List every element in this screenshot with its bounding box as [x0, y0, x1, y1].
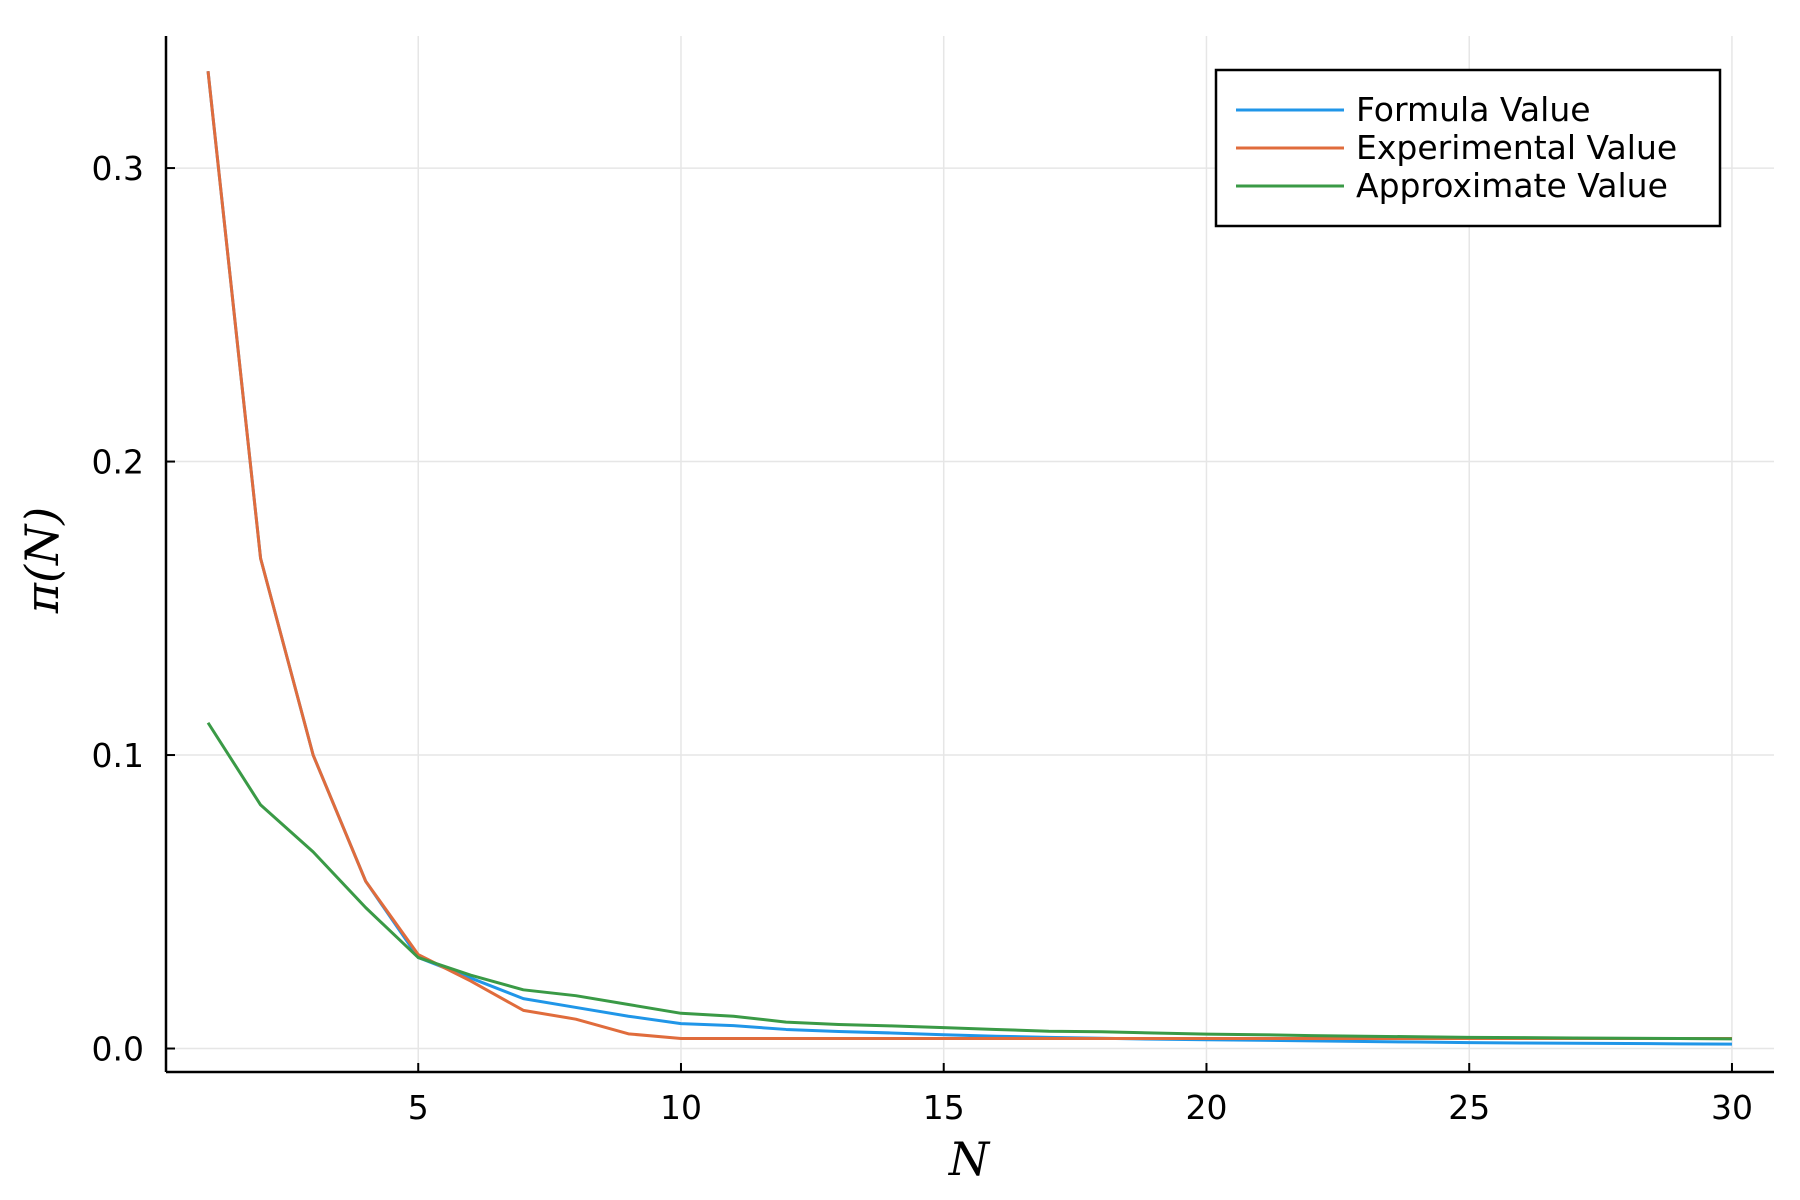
legend-label-formula: Formula Value: [1356, 90, 1591, 129]
series-line-approximate-value: [206, 721, 1732, 1041]
axes: [164, 36, 1774, 1074]
tick-labels: 5 10 15 20 25 30 0.0 0.1 0.2 0.3: [92, 149, 1753, 1127]
legend-label-approximate: Approximate Value: [1356, 166, 1668, 205]
series-line-formula-value: [206, 71, 1732, 1046]
x-tick-label-15: 15: [923, 1088, 965, 1127]
x-tick-label-20: 20: [1185, 1088, 1227, 1127]
y-tick-label-0.0: 0.0: [92, 1030, 144, 1069]
y-axis-label: π(N): [15, 507, 69, 614]
x-tick-label-10: 10: [660, 1088, 702, 1127]
legend: Formula Value Experimental Value Approxi…: [1214, 68, 1722, 228]
x-axis-label: N: [948, 1132, 991, 1186]
y-tick-label-0.1: 0.1: [92, 736, 144, 775]
series-lines: [206, 71, 1732, 1046]
legend-label-experimental: Experimental Value: [1356, 128, 1677, 167]
x-tick-label-5: 5: [408, 1088, 429, 1127]
x-tick-label-25: 25: [1448, 1088, 1490, 1127]
y-tick-label-0.3: 0.3: [92, 149, 144, 188]
x-tick-label-30: 30: [1711, 1088, 1753, 1127]
y-tick-label-0.2: 0.2: [92, 443, 144, 482]
